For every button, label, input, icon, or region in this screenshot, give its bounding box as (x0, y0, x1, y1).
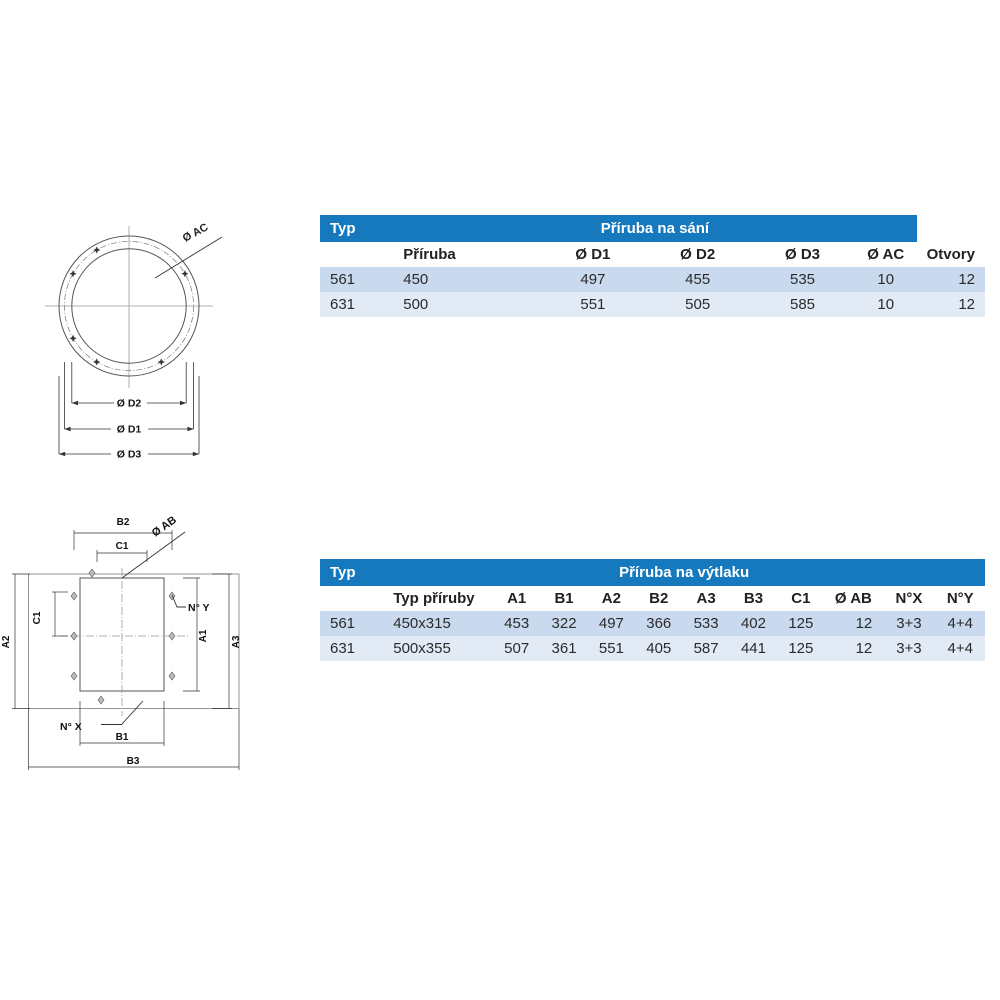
svg-text:A1: A1 (198, 629, 209, 642)
svg-text:C1: C1 (32, 611, 43, 624)
svg-text:N° X: N° X (60, 721, 82, 733)
svg-text:B1: B1 (116, 732, 129, 743)
svg-text:Ø D2: Ø D2 (117, 398, 142, 410)
svg-text:Ø AB: Ø AB (150, 514, 179, 539)
svg-text:Ø AC: Ø AC (181, 221, 211, 244)
svg-text:Ø D3: Ø D3 (117, 449, 142, 461)
svg-text:C1: C1 (116, 541, 129, 552)
svg-text:N° Y: N° Y (188, 602, 210, 614)
svg-text:A3: A3 (231, 635, 242, 648)
svg-text:B2: B2 (117, 517, 130, 528)
svg-text:A2: A2 (1, 635, 12, 648)
svg-text:Ø D1: Ø D1 (117, 424, 142, 436)
svg-text:B3: B3 (127, 756, 140, 767)
